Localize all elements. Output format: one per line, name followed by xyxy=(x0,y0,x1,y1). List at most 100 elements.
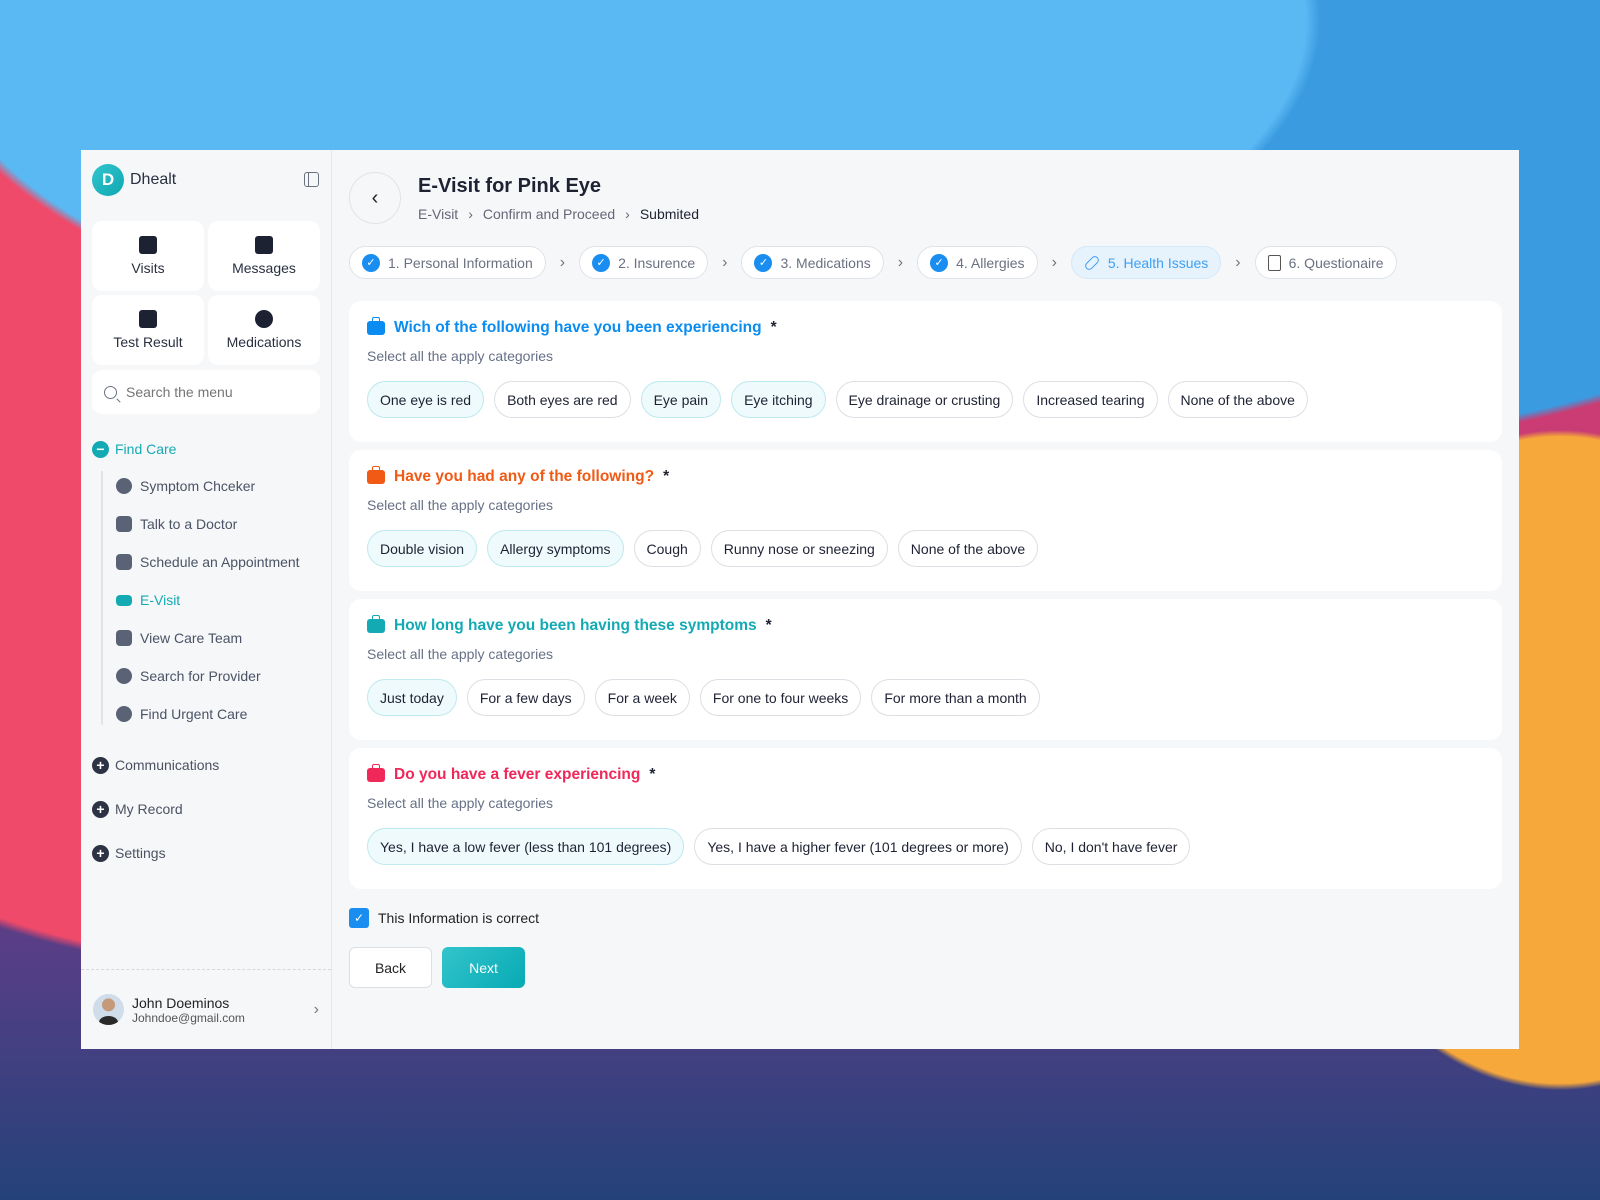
menu-search[interactable] xyxy=(92,370,320,414)
plus-circle-icon: + xyxy=(92,844,109,862)
chevron-right-icon: › xyxy=(897,253,904,271)
check-circle-icon: ✓ xyxy=(930,253,949,272)
option-chip[interactable]: For a few days xyxy=(466,679,585,716)
step-4[interactable]: ✓ 4. Allergies xyxy=(917,246,1038,279)
option-chip[interactable]: Yes, I have a low fever (less than 101 d… xyxy=(367,828,685,865)
sidebar-item-label: Search for Provider xyxy=(140,668,261,684)
accessibility-icon xyxy=(116,478,132,494)
option-chip[interactable]: Allergy symptoms xyxy=(487,530,624,567)
search-input[interactable] xyxy=(126,384,296,400)
step-label: 2. Insurence xyxy=(618,254,696,271)
sidebar-item-talk-to-a-doctor[interactable]: Talk to a Doctor xyxy=(116,505,320,543)
sidebar-item-label: View Care Team xyxy=(140,630,243,646)
option-chip[interactable]: Cough xyxy=(633,530,701,567)
chevron-right-icon: › xyxy=(1235,253,1241,271)
question-title-row: Do you have a fever experiencing * xyxy=(367,764,1484,784)
step-2[interactable]: ✓ 2. Insurence xyxy=(579,246,709,279)
option-chip[interactable]: One eye is red xyxy=(367,381,485,418)
sidebar-item-find-urgent-care[interactable]: Find Urgent Care xyxy=(116,695,320,733)
section-label: Settings xyxy=(115,845,166,861)
calendar-icon xyxy=(116,554,132,570)
question-card: Have you had any of the following? * Selec… xyxy=(349,450,1502,591)
sidebar-item-symptom-chceker[interactable]: Symptom Chceker xyxy=(116,467,320,505)
option-chip[interactable]: Double vision xyxy=(367,530,478,567)
question-title-row: How long have you been having these symp… xyxy=(367,615,1484,635)
option-chip[interactable]: Increased tearing xyxy=(1023,381,1158,418)
tile-test-result[interactable]: Test Result xyxy=(92,295,204,365)
option-chip[interactable]: Runny nose or sneezing xyxy=(710,530,888,567)
checkbox-checked-icon[interactable]: ✓ xyxy=(349,908,369,928)
confirm-checkbox-row[interactable]: ✓ This Information is correct xyxy=(349,908,1502,928)
option-chip[interactable]: No, I don't have fever xyxy=(1031,828,1191,865)
chevron-right-icon: › xyxy=(559,253,566,271)
step-label: 1. Personal Information xyxy=(388,254,533,271)
question-title: Do you have a fever experiencing xyxy=(394,766,641,783)
step-6[interactable]: 6. Questionaire xyxy=(1254,246,1397,279)
option-chip[interactable]: Just today xyxy=(367,679,457,716)
sidebar-item-label: Talk to a Doctor xyxy=(140,516,238,532)
user-profile[interactable]: John Doeminos Johndoe@gmail.com › xyxy=(81,969,331,1049)
find-care-items: Symptom Chceker Talk to a Doctor Schedule … xyxy=(101,467,320,733)
tile-label: Test Result xyxy=(113,334,183,350)
tile-medications[interactable]: Medications xyxy=(208,295,320,365)
tile-messages[interactable]: Messages xyxy=(208,221,320,291)
option-chip[interactable]: For more than a month xyxy=(871,679,1040,716)
plus-circle-icon xyxy=(255,310,273,328)
sidebar-item-schedule-an-appointment[interactable]: Schedule an Appointment xyxy=(116,543,320,581)
sidebar-section-find-care[interactable]: − Find Care xyxy=(92,439,320,459)
option-chip[interactable]: Both eyes are red xyxy=(494,381,631,418)
back-circle-button[interactable]: ‹ xyxy=(349,172,401,224)
next-button[interactable]: Next xyxy=(442,947,525,988)
option-chip[interactable]: Eye drainage or crusting xyxy=(835,381,1014,418)
option-chip[interactable]: Eye pain xyxy=(640,381,722,418)
option-chip[interactable]: None of the above xyxy=(897,530,1039,567)
plus-circle-icon: + xyxy=(92,800,109,818)
option-chip[interactable]: For one to four weeks xyxy=(699,679,862,716)
sidebar-section-settings[interactable]: + Settings xyxy=(92,843,320,863)
required-mark: * xyxy=(649,766,656,783)
search-icon xyxy=(104,385,117,399)
sidebar-item-view-care-team[interactable]: View Care Team xyxy=(116,619,320,657)
minus-circle-icon: − xyxy=(92,440,109,458)
users-icon xyxy=(116,630,132,646)
sidebar-toggle-icon[interactable] xyxy=(304,172,319,187)
check-circle-icon: ✓ xyxy=(362,253,380,272)
step-5[interactable]: 5. Health Issues xyxy=(1070,246,1222,279)
tile-label: Visits xyxy=(131,260,165,276)
breadcrumb-item[interactable]: E-Visit xyxy=(418,205,459,222)
question-title: Have you had any of the following? xyxy=(394,468,655,485)
option-chip[interactable]: For a week xyxy=(594,679,690,716)
tile-visits[interactable]: Visits xyxy=(92,221,204,291)
tile-label: Medications xyxy=(226,334,302,350)
option-chip[interactable]: None of the above xyxy=(1167,381,1308,418)
section-label: Find Care xyxy=(115,441,177,457)
option-chip[interactable]: Yes, I have a higher fever (101 degrees … xyxy=(694,828,1022,865)
step-label: 4. Allergies xyxy=(956,254,1025,271)
option-chips: Double vision Allergy symptoms Cough Runny … xyxy=(367,530,1484,567)
check-circle-icon: ✓ xyxy=(754,253,773,272)
question-hint: Select all the apply categories xyxy=(367,646,553,662)
question-card: Wich of the following have you been expe… xyxy=(349,301,1502,442)
main-content: ‹ E-Visit for Pink Eye E-Visit › Confirm … xyxy=(332,150,1519,1049)
required-mark: * xyxy=(663,468,670,485)
question-title: How long have you been having these symp… xyxy=(394,617,757,634)
sidebar-section-my-record[interactable]: + My Record xyxy=(92,799,320,819)
user-email: Johndoe@gmail.com xyxy=(132,1010,245,1025)
sidebar-section-communications[interactable]: + Communications xyxy=(92,755,320,775)
breadcrumb-item[interactable]: Confirm and Proceed xyxy=(482,205,616,222)
option-chip[interactable]: Eye itching xyxy=(731,381,826,418)
required-mark: * xyxy=(765,617,772,634)
step-1[interactable]: ✓ 1. Personal Information xyxy=(349,246,546,279)
quick-tiles: Visits Messages Test Result Medications xyxy=(92,221,320,365)
brand-initial: D xyxy=(92,164,124,196)
briefcase-icon xyxy=(367,764,385,782)
option-chips: Just today For a few days For a week For on… xyxy=(367,679,1484,716)
sidebar-item-e-visit[interactable]: E-Visit xyxy=(116,581,320,619)
step-3[interactable]: ✓ 3. Medications xyxy=(741,246,884,279)
step-label: 3. Medications xyxy=(780,254,871,271)
back-button[interactable]: Back xyxy=(349,947,432,988)
sidebar-item-search-for-provider[interactable]: Search for Provider xyxy=(116,657,320,695)
chevron-left-icon: ‹ xyxy=(371,186,379,209)
sidebar-item-label: Symptom Chceker xyxy=(140,478,256,494)
